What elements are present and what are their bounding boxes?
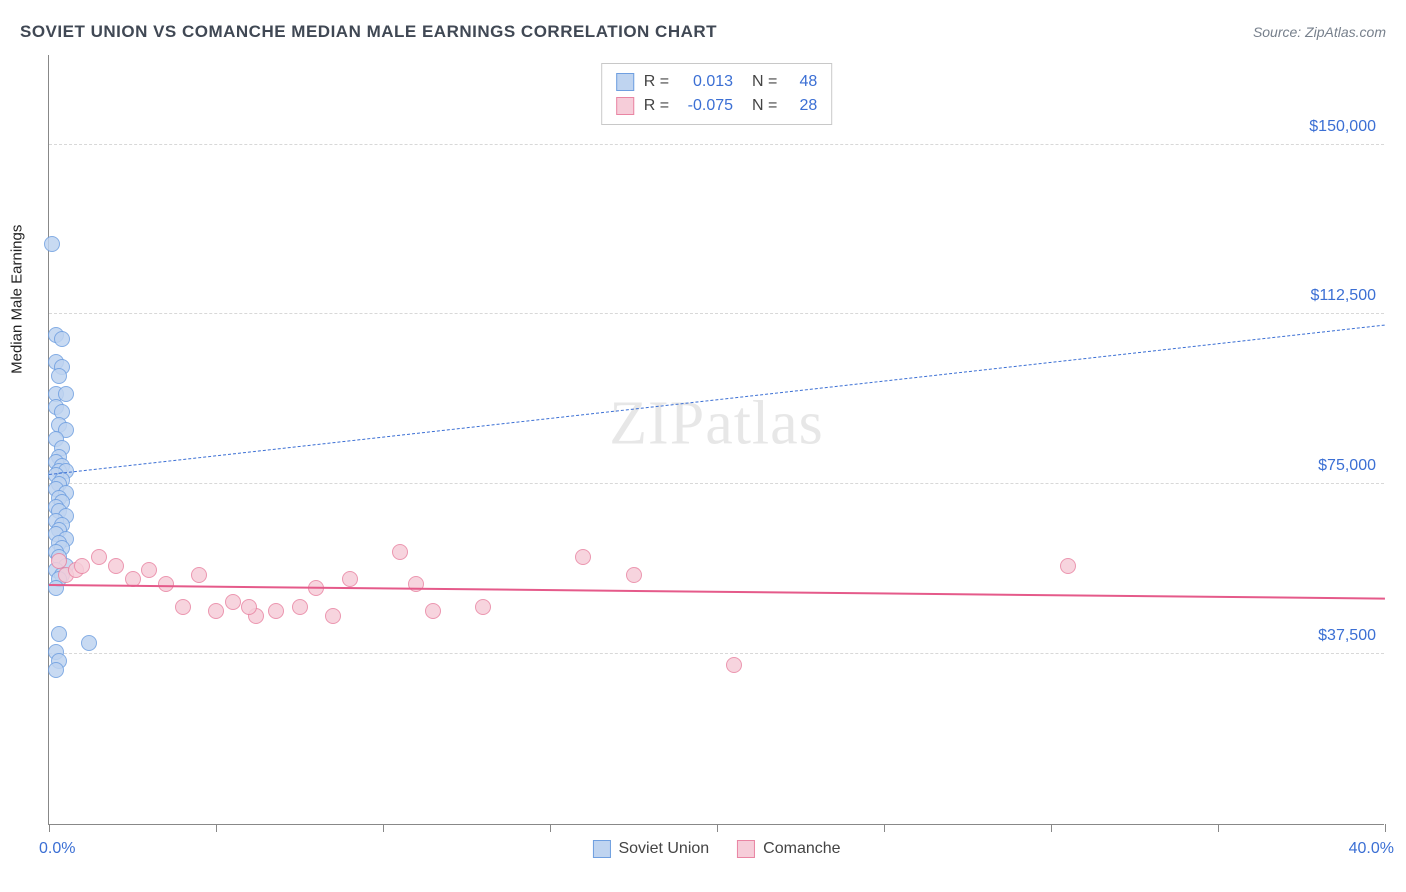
stat-n-label: N = (743, 70, 777, 94)
stat-r-label: R = (644, 94, 669, 118)
data-point (268, 603, 284, 619)
chart-plot-area: Median Male Earnings ZIPatlas R =0.013 N… (48, 55, 1384, 825)
y-axis-title: Median Male Earnings (9, 224, 26, 373)
legend-label: Soviet Union (618, 840, 709, 858)
gridline (49, 653, 1384, 654)
data-point (208, 603, 224, 619)
data-point (58, 386, 74, 402)
gridline (49, 144, 1384, 145)
stats-row: R = -0.075 N = 28 (616, 94, 818, 118)
data-point (425, 603, 441, 619)
trend-line (49, 325, 1385, 475)
data-point (342, 571, 358, 587)
data-point (325, 608, 341, 624)
data-point (241, 599, 257, 615)
trend-line (49, 584, 1385, 600)
data-point (51, 626, 67, 642)
legend-item: Soviet Union (592, 840, 709, 858)
y-tick-label: $112,500 (1304, 287, 1376, 305)
data-point (108, 558, 124, 574)
legend-swatch (616, 97, 634, 115)
data-point (475, 599, 491, 615)
data-point (48, 662, 64, 678)
x-tick (1218, 824, 1219, 832)
x-tick (717, 824, 718, 832)
y-tick-label: $37,500 (1312, 627, 1376, 645)
data-point (44, 236, 60, 252)
data-point (191, 567, 207, 583)
x-tick (216, 824, 217, 832)
x-tick (550, 824, 551, 832)
stat-n-value: 48 (787, 70, 817, 94)
data-point (54, 331, 70, 347)
stat-r-value: 0.013 (679, 70, 733, 94)
legend-swatch (737, 840, 755, 858)
data-point (81, 635, 97, 651)
x-tick (49, 824, 50, 832)
data-point (575, 549, 591, 565)
chart-source: Source: ZipAtlas.com (1253, 24, 1386, 40)
x-tick (1385, 824, 1386, 832)
data-point (175, 599, 191, 615)
stat-n-label: N = (743, 94, 777, 118)
y-tick-label: $150,000 (1303, 118, 1376, 136)
data-point (74, 558, 90, 574)
data-point (292, 599, 308, 615)
legend-item: Comanche (737, 840, 840, 858)
stat-n-value: 28 (787, 94, 817, 118)
data-point (51, 368, 67, 384)
data-point (48, 580, 64, 596)
data-point (225, 594, 241, 610)
gridline (49, 313, 1384, 314)
data-point (91, 549, 107, 565)
y-tick-label: $75,000 (1312, 457, 1376, 475)
data-point (158, 576, 174, 592)
x-tick (884, 824, 885, 832)
x-axis-max-label: 40.0% (1349, 840, 1394, 858)
stat-r-label: R = (644, 70, 669, 94)
data-point (626, 567, 642, 583)
gridline (49, 483, 1384, 484)
series-legend: Soviet Union Comanche (592, 840, 840, 858)
x-tick (383, 824, 384, 832)
data-point (726, 657, 742, 673)
stats-legend-box: R = 0.013 N = 48 R = -0.075 N = 28 (601, 63, 833, 125)
legend-swatch (616, 73, 634, 91)
data-point (392, 544, 408, 560)
stats-row: R = 0.013 N = 48 (616, 70, 818, 94)
x-tick (1051, 824, 1052, 832)
chart-header: SOVIET UNION VS COMANCHE MEDIAN MALE EAR… (20, 22, 1386, 42)
legend-swatch (592, 840, 610, 858)
data-point (1060, 558, 1076, 574)
stat-r-value: -0.075 (679, 94, 733, 118)
legend-label: Comanche (763, 840, 840, 858)
x-axis-min-label: 0.0% (39, 840, 75, 858)
chart-title: SOVIET UNION VS COMANCHE MEDIAN MALE EAR… (20, 22, 717, 42)
data-point (141, 562, 157, 578)
